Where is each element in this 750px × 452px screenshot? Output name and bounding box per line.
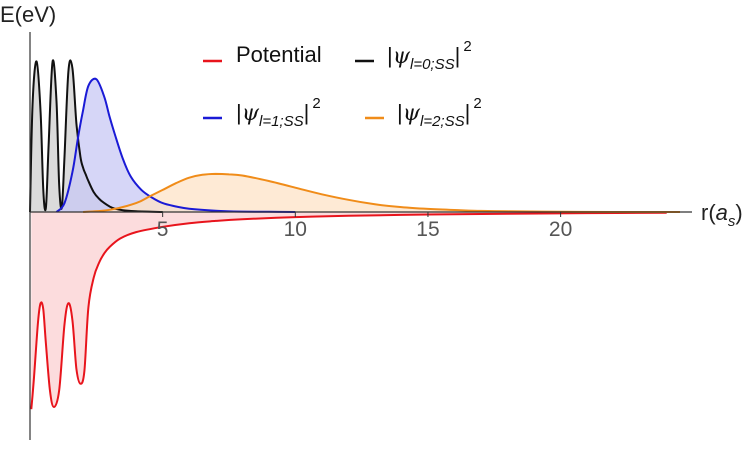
potential-line <box>30 211 667 410</box>
legend-label-psi-l2: |ψl=2;SS| 2 <box>397 95 482 130</box>
psi-l0-line <box>29 59 163 213</box>
legend-entry-psi-l1: |ψl=1;SS| 2 <box>203 95 321 130</box>
legend: Potential |ψl=0;SS| 2 |ψl=1;SS| 2 |ψl=2;SS… <box>203 38 482 130</box>
series-lines <box>29 59 680 410</box>
psi-l2-line <box>83 172 680 214</box>
legend-label-potential: Potential <box>236 42 322 67</box>
y-axis-label: E(eV) <box>0 2 56 27</box>
x-tick-label: 20 <box>549 218 572 241</box>
x-axis-label: r(as) <box>701 200 743 230</box>
legend-label-psi-l0: |ψl=0;SS| 2 <box>387 38 472 73</box>
psi-l2-area <box>83 173 681 212</box>
x-tick-label: 5 <box>157 218 169 241</box>
psi-l1-area <box>56 78 296 212</box>
potential-area <box>31 212 667 410</box>
legend-label-psi-l1: |ψl=1;SS| 2 <box>236 95 321 130</box>
legend-entry-psi-l0: |ψl=0;SS| 2 <box>355 38 472 73</box>
legend-entry-psi-l2: |ψl=2;SS| 2 <box>365 95 482 130</box>
x-tick-label: 10 <box>284 218 307 241</box>
x-tick-label: 15 <box>416 218 439 241</box>
x-axis-ticks: 5 10 15 20 <box>157 212 572 241</box>
legend-entry-potential: Potential <box>203 42 322 67</box>
psi-l1-line <box>55 77 296 213</box>
